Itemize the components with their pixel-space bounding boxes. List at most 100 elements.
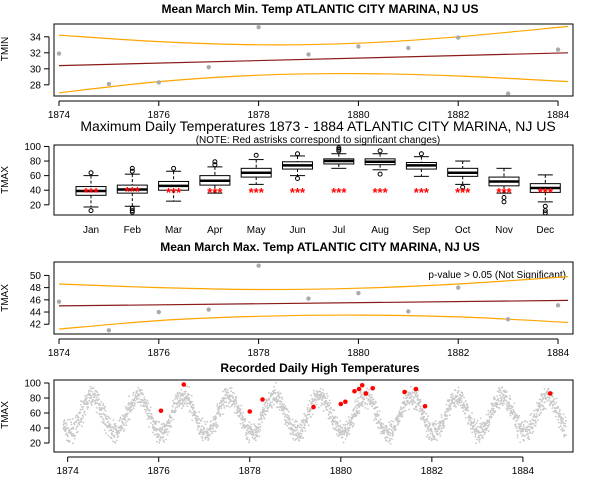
daily-point: [262, 414, 264, 417]
record-point: [359, 382, 365, 388]
daily-point: [477, 434, 480, 437]
daily-point: [245, 425, 248, 428]
daily-point: [486, 427, 488, 430]
daily-point: [149, 406, 152, 409]
daily-point: [315, 403, 318, 406]
x-tick-label: 1876: [148, 110, 171, 121]
daily-point: [90, 394, 93, 397]
daily-point: [410, 396, 412, 399]
boxes: *** *** *** *** *** *** *** *** *** *** *** ***: [75, 145, 561, 216]
daily-point: [506, 408, 508, 410]
daily-point: [76, 419, 79, 421]
daily-point: [395, 417, 398, 420]
daily-point: [331, 415, 334, 418]
daily-point: [279, 392, 282, 395]
daily-point: [241, 426, 244, 429]
daily-point: [112, 430, 115, 433]
daily-point: [457, 389, 460, 392]
daily-point: [347, 421, 350, 424]
daily-point: [456, 395, 459, 398]
daily-point: [261, 406, 264, 409]
daily-point: [374, 417, 377, 419]
daily-point: [215, 426, 218, 429]
daily-point: [401, 415, 404, 418]
record-point: [402, 389, 407, 395]
daily-point: [298, 439, 301, 442]
daily-point: [354, 406, 357, 408]
daily-point: [523, 425, 525, 428]
daily-point: [186, 402, 189, 405]
daily-point: [536, 419, 539, 421]
daily-point: [280, 396, 283, 399]
daily-point: [115, 427, 117, 430]
daily-point: [460, 400, 463, 402]
daily-point: [483, 431, 485, 433]
daily-point: [388, 439, 391, 442]
daily-point: [334, 427, 337, 429]
daily-point: [146, 399, 149, 402]
daily-point: [476, 419, 479, 422]
daily-point: [191, 400, 194, 403]
daily-point: [428, 438, 431, 441]
panel-min-temp: Mean March Min. Temp ATLANTIC CITY MARIN…: [0, 2, 574, 121]
record-point: [370, 385, 375, 391]
daily-point: [442, 423, 445, 426]
x-tick-label: Oct: [455, 225, 471, 236]
daily-point: [105, 424, 108, 427]
x-tick-label: 1880: [330, 466, 353, 477]
daily-point: [328, 417, 331, 420]
daily-point: [254, 436, 257, 439]
daily-point: [538, 407, 541, 409]
daily-point: [194, 411, 197, 414]
daily-point: [555, 401, 558, 404]
daily-point: [429, 422, 432, 425]
daily-point: [200, 419, 203, 421]
daily-point: [411, 391, 414, 393]
daily-point: [307, 424, 310, 427]
record-point: [247, 409, 253, 414]
daily-point: [270, 405, 273, 407]
daily-point: [168, 414, 171, 417]
daily-point: [326, 403, 329, 406]
daily-point: [482, 437, 485, 439]
daily-point: [434, 438, 437, 440]
significance-marker: ***: [373, 185, 389, 200]
daily-point: [483, 433, 486, 435]
daily-point: [489, 409, 492, 412]
daily-point: [133, 398, 136, 400]
daily-point: [427, 427, 430, 429]
daily-point: [247, 427, 250, 430]
daily-point: [107, 415, 109, 418]
daily-point: [100, 409, 103, 412]
daily-point: [522, 423, 525, 426]
daily-point: [449, 403, 452, 405]
daily-point: [528, 438, 530, 441]
daily-point: [562, 413, 565, 416]
daily-point: [548, 399, 550, 401]
daily-point: [324, 397, 326, 399]
daily-point: [555, 410, 557, 412]
daily-point: [468, 419, 470, 421]
daily-point: [496, 395, 499, 397]
x-tick-label: 1878: [239, 466, 262, 477]
outlier: [212, 162, 218, 168]
daily-point: [480, 437, 483, 439]
daily-point: [244, 418, 247, 421]
outlier: [295, 176, 300, 182]
daily-point: [145, 408, 148, 411]
daily-point: [258, 423, 261, 426]
daily-point: [123, 430, 125, 432]
daily-point: [190, 411, 193, 414]
daily-point: [302, 419, 305, 422]
x-tick-label: 1884: [547, 348, 570, 359]
daily-point: [177, 395, 179, 398]
daily-point: [429, 432, 432, 435]
outlier: [501, 199, 507, 205]
daily-point: [302, 421, 305, 424]
daily-point: [282, 403, 285, 406]
daily-point: [357, 411, 359, 414]
daily-point: [339, 432, 341, 435]
daily-point: [433, 422, 436, 425]
daily-point: [407, 391, 410, 394]
daily-point: [69, 418, 72, 421]
